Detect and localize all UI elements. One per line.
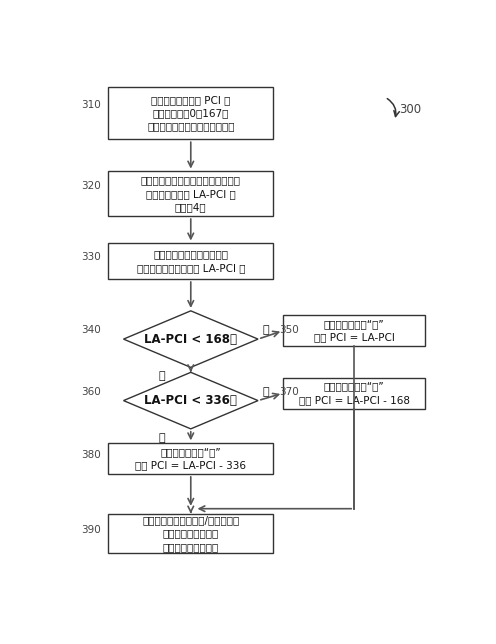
Text: 370: 370 bbox=[279, 387, 299, 397]
Polygon shape bbox=[124, 372, 258, 429]
Text: 390: 390 bbox=[81, 525, 101, 535]
FancyBboxPatch shape bbox=[283, 316, 425, 346]
Text: 是: 是 bbox=[263, 386, 269, 397]
FancyBboxPatch shape bbox=[108, 171, 273, 216]
Text: 340: 340 bbox=[81, 325, 101, 336]
Text: 空闲用户扫描小区同步信号
检测出小区当前所用的 LA-PCI 值: 空闲用户扫描小区同步信号 检测出小区当前所用的 LA-PCI 值 bbox=[136, 250, 245, 273]
Text: 根据小区负载水平，设置和更新小区
同步信号所使用 LA-PCI 值
（见图4）: 根据小区负载水平，设置和更新小区 同步信号所使用 LA-PCI 值 （见图4） bbox=[141, 176, 241, 212]
FancyBboxPatch shape bbox=[108, 514, 273, 553]
Text: 小区负载水平为“低”
小区 PCI = LA-PCI: 小区负载水平为“低” 小区 PCI = LA-PCI bbox=[313, 319, 395, 342]
Text: 小区负载水平为“中”
小区 PCI = LA-PCI - 168: 小区负载水平为“中” 小区 PCI = LA-PCI - 168 bbox=[299, 381, 410, 405]
FancyBboxPatch shape bbox=[108, 87, 273, 139]
Text: 320: 320 bbox=[81, 182, 101, 191]
Text: 否: 否 bbox=[158, 433, 165, 443]
Text: 300: 300 bbox=[399, 103, 421, 116]
Text: 小区负载水平为“高”
小区 PCI = LA-PCI - 336: 小区负载水平为“高” 小区 PCI = LA-PCI - 336 bbox=[135, 447, 247, 470]
FancyBboxPatch shape bbox=[108, 443, 273, 474]
FancyBboxPatch shape bbox=[283, 378, 425, 408]
Text: 小区初始化：配置 PCI 值
（限制范围：0～167）
用于除小区同步信号之外的场合: 小区初始化：配置 PCI 值 （限制范围：0～167） 用于除小区同步信号之外的… bbox=[147, 95, 235, 131]
Text: 360: 360 bbox=[81, 387, 101, 397]
Text: LA-PCI < 168？: LA-PCI < 168？ bbox=[144, 332, 237, 346]
FancyBboxPatch shape bbox=[108, 243, 273, 279]
Text: LA-PCI < 336？: LA-PCI < 336？ bbox=[144, 394, 237, 407]
Text: 否: 否 bbox=[158, 372, 165, 381]
Text: 是: 是 bbox=[263, 325, 269, 335]
Text: 310: 310 bbox=[81, 100, 101, 109]
Text: 空闲用户根据小区选择/重选策略，
结合小区负载水平，
选择适当的小区驻留: 空闲用户根据小区选择/重选策略， 结合小区负载水平， 选择适当的小区驻留 bbox=[142, 515, 240, 552]
Text: 330: 330 bbox=[81, 252, 101, 262]
Text: 350: 350 bbox=[279, 325, 299, 336]
Polygon shape bbox=[124, 311, 258, 367]
Text: 380: 380 bbox=[81, 450, 101, 460]
